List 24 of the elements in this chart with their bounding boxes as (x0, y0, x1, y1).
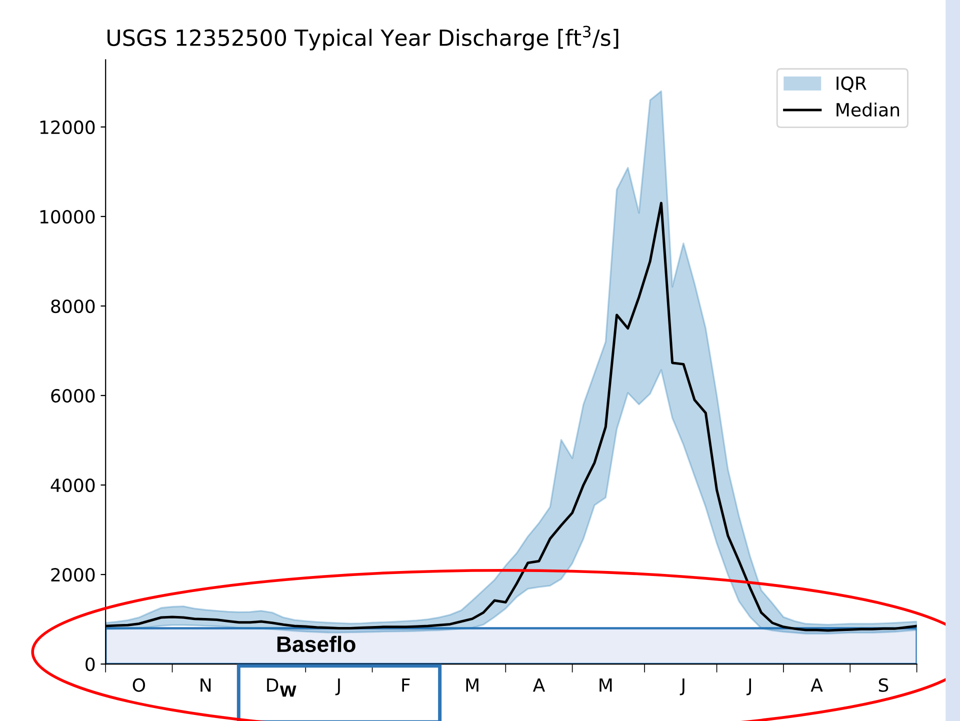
band-label: Baseflo (277, 636, 356, 652)
y-tick-label: 12000 (40, 120, 95, 134)
x-tick-label: F (402, 678, 410, 692)
y-tick-label: 0 (86, 658, 95, 672)
x-tick-label: M (600, 678, 612, 692)
text: w (280, 686, 296, 697)
y-tick-label: 10000 (40, 210, 95, 224)
x-tick-label: S (878, 678, 888, 692)
x-tick-label: M (466, 678, 478, 692)
x-tick-label: D (267, 678, 278, 692)
y-tick-label: 8000 (51, 299, 95, 314)
x-tick-label: O (132, 678, 146, 692)
x-tick-label: J (680, 678, 684, 696)
x-tick-label: J (335, 678, 340, 696)
legend-label: Median (836, 102, 900, 117)
x-tick-label: A (810, 678, 823, 692)
x-tick-label: A (532, 678, 546, 692)
y-tick-label: 2000 (51, 568, 95, 582)
chart-title: USGS 12352500 Typical Year Discharge [ft$^{3}$/s] (108, 26, 618, 50)
x-tick-label: J (746, 678, 752, 696)
annotation: IQR (836, 76, 866, 92)
y-tick-label: 4000 (50, 478, 95, 492)
x-tick-label: N (200, 678, 211, 692)
y-tick-label: 6000 (51, 388, 95, 403)
